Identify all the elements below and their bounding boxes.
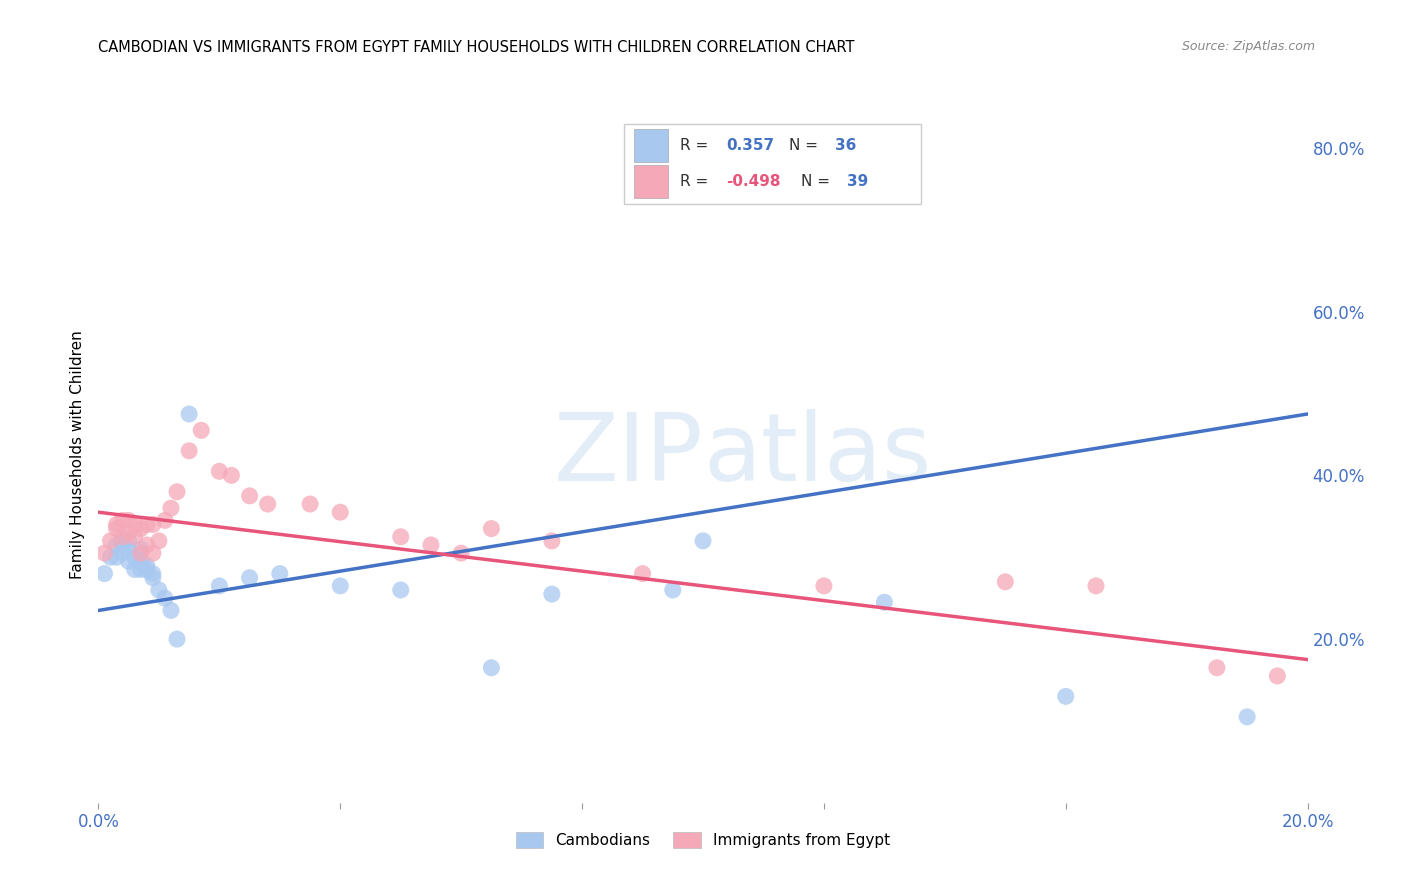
Bar: [634, 128, 668, 162]
Point: [142, 546, 165, 560]
Point: [105, 522, 128, 536]
Point: [142, 517, 165, 532]
Point: [269, 566, 291, 581]
Point: [148, 582, 170, 597]
Point: [129, 542, 152, 557]
Point: [239, 489, 262, 503]
Point: [142, 566, 165, 581]
Text: CAMBODIAN VS IMMIGRANTS FROM EGYPT FAMILY HOUSEHOLDS WITH CHILDREN CORRELATION C: CAMBODIAN VS IMMIGRANTS FROM EGYPT FAMIL…: [98, 40, 855, 55]
Point: [1085, 579, 1108, 593]
Point: [661, 582, 683, 597]
Point: [994, 574, 1017, 589]
Point: [166, 632, 188, 646]
Point: [129, 522, 152, 536]
Point: [118, 525, 141, 540]
Point: [389, 530, 412, 544]
Point: [540, 587, 562, 601]
Point: [813, 579, 835, 593]
Point: [221, 468, 243, 483]
Point: [124, 517, 146, 532]
Legend: Cambodians, Immigrants from Egypt: Cambodians, Immigrants from Egypt: [509, 826, 897, 855]
Text: N =: N =: [789, 137, 823, 153]
Point: [105, 538, 128, 552]
Point: [179, 407, 201, 421]
Point: [190, 423, 212, 437]
Point: [450, 546, 472, 560]
Point: [160, 501, 183, 516]
Point: [100, 550, 122, 565]
Point: [142, 571, 165, 585]
Text: atlas: atlas: [703, 409, 931, 501]
Point: [153, 591, 176, 606]
Text: 36: 36: [835, 137, 856, 153]
Point: [118, 513, 141, 527]
Point: [124, 562, 146, 576]
Point: [105, 517, 128, 532]
Y-axis label: Family Households with Children: Family Households with Children: [69, 331, 84, 579]
Text: Source: ZipAtlas.com: Source: ZipAtlas.com: [1181, 40, 1315, 54]
Point: [692, 533, 714, 548]
Point: [631, 566, 654, 581]
Point: [481, 661, 503, 675]
Point: [208, 579, 231, 593]
Point: [124, 550, 146, 565]
Point: [389, 582, 412, 597]
Point: [124, 530, 146, 544]
Point: [420, 538, 443, 552]
Point: [160, 603, 183, 617]
Point: [93, 566, 115, 581]
Point: [111, 538, 134, 552]
Point: [329, 505, 352, 519]
Point: [256, 497, 278, 511]
Point: [111, 530, 134, 544]
Point: [111, 546, 134, 560]
Point: [118, 533, 141, 548]
Point: [135, 562, 157, 576]
Point: [105, 550, 128, 565]
Point: [540, 533, 562, 548]
Point: [481, 522, 503, 536]
Point: [873, 595, 896, 609]
Point: [135, 538, 157, 552]
Point: [1267, 669, 1289, 683]
Text: -0.498: -0.498: [725, 174, 780, 189]
Text: ZIP: ZIP: [554, 409, 703, 501]
FancyBboxPatch shape: [624, 124, 921, 204]
Point: [100, 533, 122, 548]
Bar: [634, 165, 668, 198]
Point: [1206, 661, 1229, 675]
Point: [129, 554, 152, 568]
Point: [329, 579, 352, 593]
Point: [129, 562, 152, 576]
Text: 0.357: 0.357: [725, 137, 775, 153]
Point: [239, 571, 262, 585]
Point: [135, 558, 157, 573]
Point: [1054, 690, 1077, 704]
Point: [135, 517, 157, 532]
Point: [208, 464, 231, 478]
Text: R =: R =: [681, 137, 713, 153]
Point: [118, 542, 141, 557]
Point: [1236, 710, 1258, 724]
Text: 39: 39: [846, 174, 868, 189]
Point: [111, 513, 134, 527]
Point: [118, 554, 141, 568]
Point: [93, 546, 115, 560]
Point: [129, 546, 152, 560]
Point: [153, 513, 176, 527]
Point: [299, 497, 322, 511]
Point: [166, 484, 188, 499]
Point: [111, 533, 134, 548]
Point: [148, 533, 170, 548]
Text: R =: R =: [681, 174, 713, 189]
Point: [179, 443, 201, 458]
Text: N =: N =: [801, 174, 835, 189]
